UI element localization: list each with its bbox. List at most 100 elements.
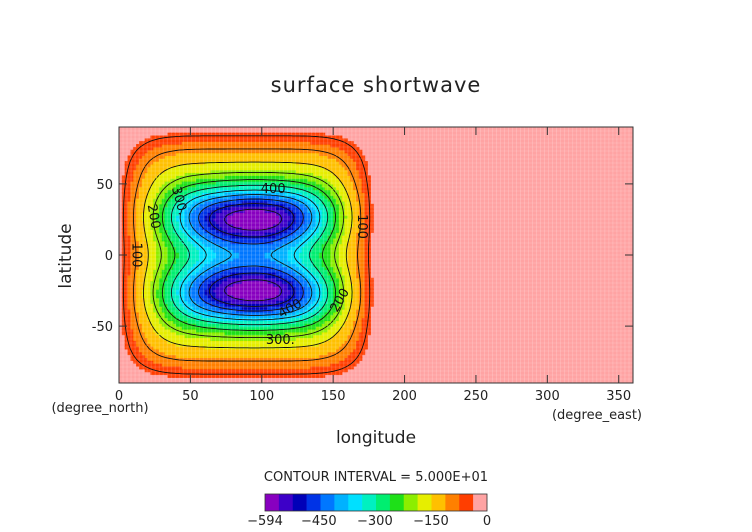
field-cell bbox=[170, 266, 174, 270]
field-cell bbox=[158, 311, 163, 316]
field-cell bbox=[150, 209, 154, 213]
field-cell bbox=[170, 223, 174, 228]
field-cell bbox=[147, 226, 152, 230]
field-cell bbox=[181, 172, 186, 176]
field-cell bbox=[150, 272, 154, 276]
field-cell bbox=[147, 360, 152, 364]
field-cell bbox=[224, 240, 229, 245]
field-cell bbox=[147, 155, 152, 159]
field-cell bbox=[204, 203, 209, 208]
field-cell bbox=[224, 215, 229, 219]
field-cell bbox=[187, 260, 191, 265]
field-cell bbox=[227, 255, 231, 259]
field-cell bbox=[153, 314, 157, 319]
field-cell bbox=[133, 306, 137, 310]
field-cell bbox=[210, 206, 214, 211]
field-cell bbox=[218, 320, 223, 324]
field-cell bbox=[230, 152, 234, 157]
field-cell bbox=[161, 229, 166, 233]
field-cell bbox=[127, 155, 132, 159]
field-cell bbox=[184, 374, 189, 378]
field-cell bbox=[224, 158, 229, 162]
field-cell bbox=[184, 200, 189, 205]
field-cell bbox=[156, 138, 160, 142]
field-cell bbox=[218, 300, 223, 304]
field-cell bbox=[227, 337, 231, 341]
field-cell bbox=[167, 323, 171, 327]
field-cell bbox=[204, 141, 209, 145]
field-cell bbox=[187, 243, 191, 248]
field-cell bbox=[138, 365, 143, 370]
field-cell bbox=[193, 132, 197, 137]
field-cell bbox=[130, 243, 134, 248]
field-cell bbox=[161, 163, 166, 168]
field-cell bbox=[170, 252, 174, 256]
field-cell bbox=[133, 280, 137, 285]
field-cell bbox=[216, 195, 220, 199]
field-cell bbox=[184, 209, 189, 213]
field-cell bbox=[193, 306, 197, 310]
field-cell bbox=[158, 363, 163, 367]
field-cell bbox=[181, 306, 186, 310]
field-cell bbox=[181, 175, 186, 179]
field-cell bbox=[178, 260, 183, 265]
field-cell bbox=[193, 226, 197, 230]
field-cell bbox=[207, 183, 211, 188]
field-cell bbox=[178, 374, 183, 378]
field-cell bbox=[150, 337, 154, 341]
field-cell bbox=[138, 357, 143, 361]
field-cell bbox=[147, 294, 152, 299]
field-cell bbox=[216, 246, 220, 250]
field-cell bbox=[127, 257, 132, 262]
field-cell bbox=[224, 354, 229, 358]
field-cell bbox=[178, 240, 183, 245]
field-cell bbox=[227, 206, 231, 211]
field-cell bbox=[164, 371, 169, 376]
field-cell bbox=[196, 343, 200, 347]
field-cell bbox=[213, 371, 217, 376]
field-cell bbox=[218, 283, 223, 287]
field-cell bbox=[121, 260, 126, 265]
field-cell bbox=[184, 354, 189, 358]
field-cell bbox=[184, 269, 189, 273]
field-cell bbox=[178, 357, 183, 361]
field-cell bbox=[136, 257, 140, 262]
field-cell bbox=[227, 175, 231, 179]
field-cell bbox=[198, 175, 203, 179]
field-cell bbox=[181, 331, 186, 336]
field-cell bbox=[210, 331, 214, 336]
field-cell bbox=[190, 144, 194, 148]
field-cell bbox=[198, 149, 203, 154]
field-cell bbox=[196, 263, 200, 267]
field-cell bbox=[164, 183, 169, 188]
field-cell bbox=[170, 374, 174, 378]
field-cell bbox=[184, 297, 189, 302]
field-cell bbox=[164, 365, 169, 370]
field-cell bbox=[230, 232, 234, 236]
field-cell bbox=[136, 337, 140, 341]
field-cell bbox=[147, 189, 152, 194]
field-cell bbox=[190, 215, 194, 219]
field-cell bbox=[201, 337, 206, 341]
field-cell bbox=[216, 175, 220, 179]
field-cell bbox=[130, 240, 134, 245]
field-cell bbox=[170, 289, 174, 293]
field-cell bbox=[158, 297, 163, 302]
field-cell bbox=[213, 303, 217, 307]
field-cell bbox=[138, 300, 143, 304]
field-cell bbox=[221, 158, 226, 162]
field-cell bbox=[184, 181, 189, 185]
field-cell bbox=[150, 169, 154, 174]
field-cell bbox=[121, 195, 126, 199]
field-cell bbox=[144, 218, 149, 222]
field-cell bbox=[170, 260, 174, 265]
field-cell bbox=[144, 158, 149, 162]
field-cell bbox=[173, 249, 177, 253]
field-cell bbox=[173, 181, 177, 185]
field-cell bbox=[130, 181, 134, 185]
field-cell bbox=[158, 272, 163, 276]
field-cell bbox=[164, 138, 169, 142]
field-cell bbox=[213, 283, 217, 287]
field-cell bbox=[178, 272, 183, 276]
field-cell bbox=[127, 232, 132, 236]
